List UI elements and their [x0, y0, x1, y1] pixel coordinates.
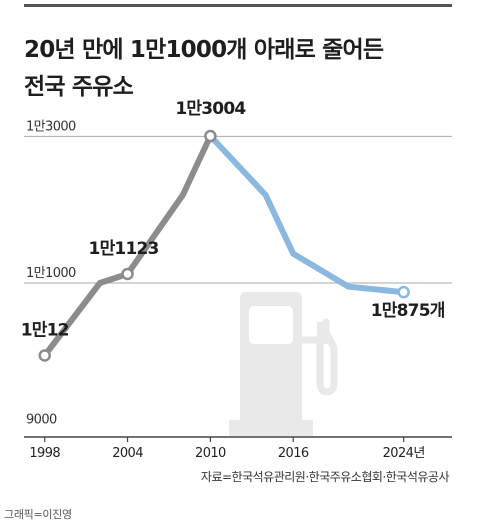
x-tick-label: 1998 [29, 446, 60, 461]
chart-title-line1: 20년 만에 1만1000개 아래로 줄어든 [24, 37, 384, 63]
data-point-marker [121, 267, 134, 281]
x-tick-label: 2016 [278, 446, 309, 461]
fuel-pump-icon [229, 292, 338, 436]
chart-title-line2: 전국 주유소 [24, 74, 134, 100]
y-tick-label: 1만1000 [26, 266, 76, 281]
data-label: 1만1123 [89, 239, 159, 259]
data-point-marker [204, 129, 217, 143]
data-point-marker [397, 285, 410, 299]
data-label: 1만875개 [371, 301, 445, 321]
x-tick-label: 2010 [195, 446, 226, 461]
data-label: 1만12 [21, 320, 69, 340]
y-tick-label: 1만3000 [26, 119, 76, 134]
y-tick-label: 9000 [26, 413, 57, 428]
x-tick-label: 2024년 [383, 446, 425, 461]
graphic-credit: 그래픽=이진영 [4, 508, 72, 521]
data-point-marker [38, 349, 51, 362]
top-rule [24, 4, 452, 7]
series-line-falling [207, 133, 407, 296]
data-label: 1만3004 [175, 99, 246, 119]
source-note: 자료=한국석유관리원·한국주유소협회·한국석유공사 [200, 470, 450, 484]
x-tick-label: 2004 [112, 446, 143, 461]
